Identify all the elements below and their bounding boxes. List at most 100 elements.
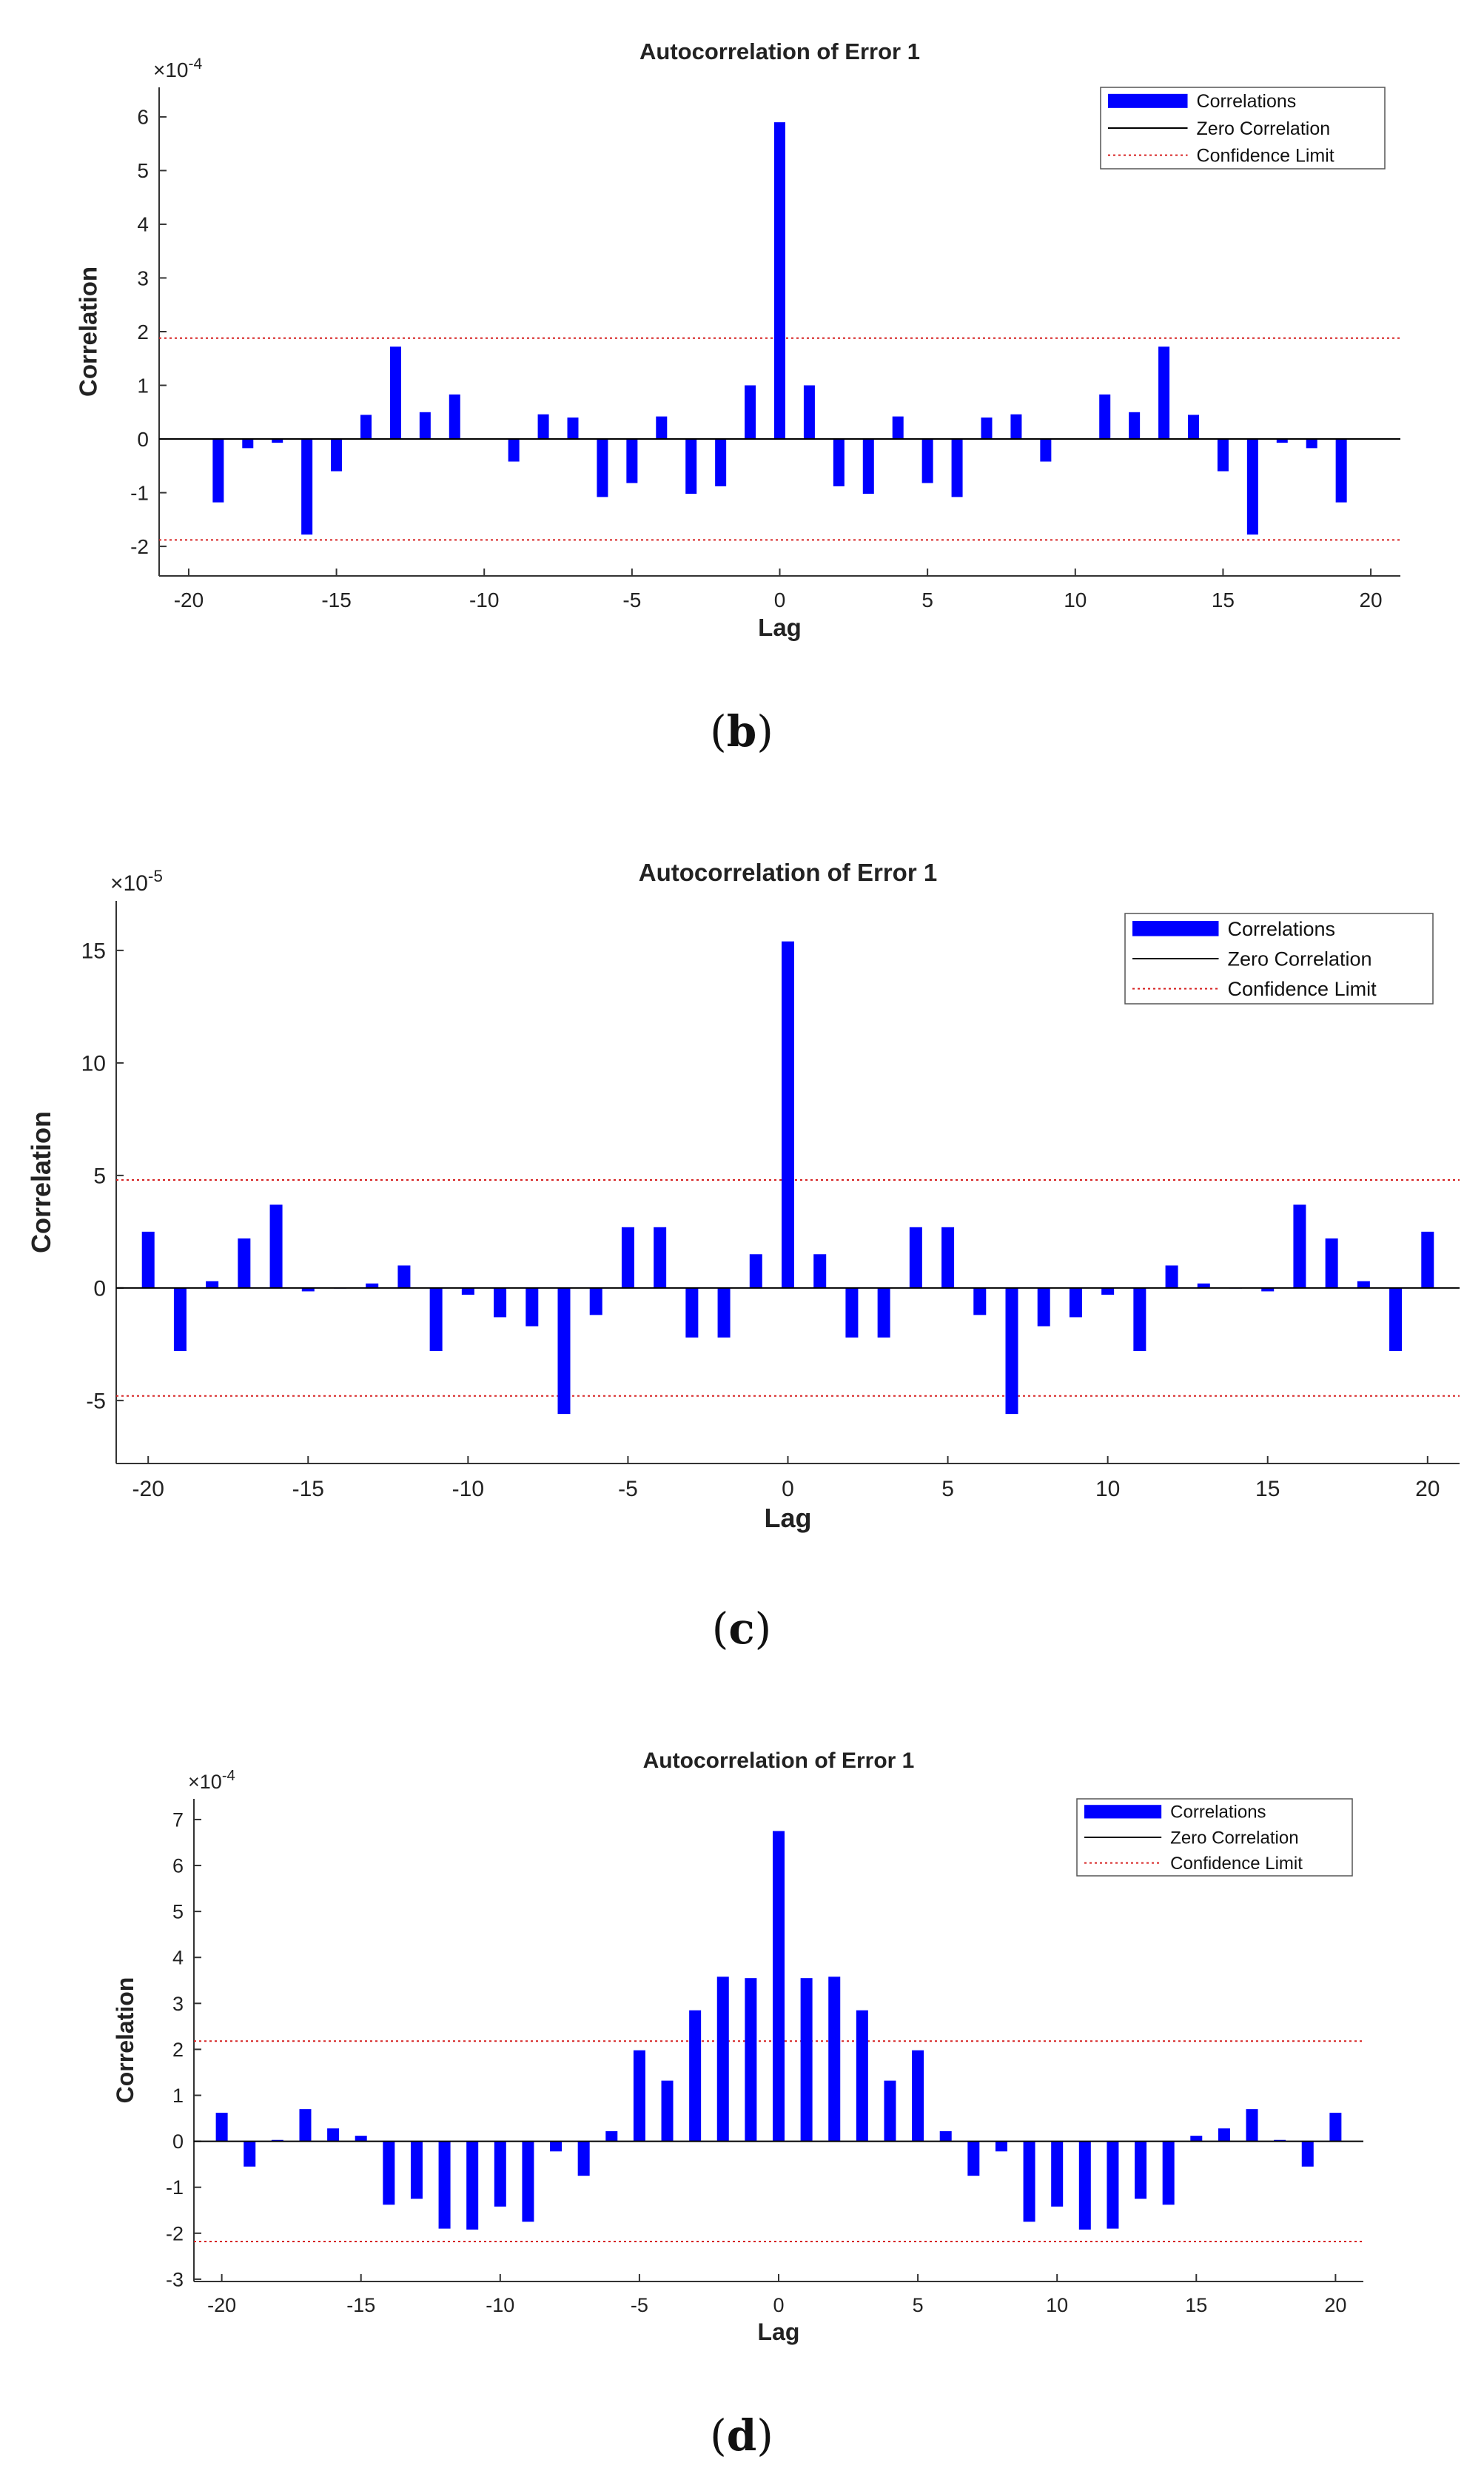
x-tick-label: 5: [941, 1477, 954, 1501]
bar-lag-7: [1005, 1287, 1018, 1415]
bar-lag--7: [577, 2141, 590, 2176]
bar-lag--19: [244, 2141, 256, 2167]
bar-lag--8: [550, 2141, 563, 2152]
bar-lag--2: [716, 1977, 729, 2142]
x-axis-label: Lag: [758, 2319, 800, 2345]
bar-lag--5: [633, 2050, 645, 2142]
figure-caption: (d): [710, 2410, 773, 2461]
bar-lag-9: [1040, 439, 1052, 462]
y-tick-label: -2: [130, 535, 149, 558]
bar-lag--9: [508, 439, 520, 462]
bar-lag--11: [449, 394, 460, 440]
x-tick-label: -5: [618, 1477, 638, 1501]
x-axis-label: Lag: [758, 614, 802, 641]
y-tick-label: 0: [93, 1276, 106, 1301]
x-tick-label: 15: [1212, 589, 1235, 611]
bar-lag--6: [597, 439, 608, 497]
bar-lag-10: [1101, 1287, 1115, 1295]
bar-lag--13: [389, 346, 401, 440]
x-tick-label: 15: [1185, 2294, 1207, 2316]
bar-lag-8: [1010, 414, 1022, 440]
x-tick-label: 10: [1046, 2294, 1068, 2316]
y-tick-label: 3: [172, 1993, 184, 2015]
x-tick-label: -15: [321, 589, 351, 611]
y-tick-label: -2: [166, 2222, 184, 2244]
bar-lag-5: [912, 2050, 924, 2142]
bar-lag-18: [1357, 1281, 1370, 1288]
bar-lag-6: [951, 439, 963, 497]
bar-lag--16: [301, 439, 313, 535]
y-tick-label: 4: [172, 1947, 184, 1969]
bar-lag--13: [366, 1283, 379, 1288]
bar-lag--18: [206, 1281, 219, 1288]
bar-lag-9: [1023, 2141, 1035, 2222]
bar-lag-1: [800, 1978, 813, 2142]
bar-lag-2: [845, 1287, 859, 1338]
y-axis-label: Correlation: [75, 266, 102, 397]
bar-lag--6: [605, 2130, 618, 2142]
y-tick-label: 2: [137, 321, 149, 343]
bar-lag--19: [173, 1287, 187, 1351]
x-tick-label: 0: [774, 589, 786, 611]
bar-lag-20: [1421, 1231, 1434, 1288]
bar-lag--3: [685, 1287, 699, 1338]
bar-lag--10: [494, 2141, 506, 2207]
y-tick-label: 15: [81, 939, 106, 963]
bar-lag-4: [884, 2080, 896, 2142]
y-tick-label: -1: [166, 2176, 184, 2199]
bar-lag-6: [939, 2130, 952, 2142]
bar-lag-8: [995, 2141, 1007, 2152]
x-tick-label: 20: [1359, 589, 1382, 611]
bar-lag-13: [1158, 346, 1170, 440]
bar-lag-10: [1051, 2141, 1064, 2207]
bar-lag-7: [967, 2141, 980, 2176]
bar-lag--19: [212, 439, 224, 503]
bar-lag--17: [238, 1238, 251, 1288]
bar-lag-14: [1162, 2141, 1175, 2205]
x-tick-label: -20: [174, 589, 204, 611]
bar-lag-16: [1293, 1204, 1306, 1288]
y-tick-label: 3: [137, 266, 149, 289]
y-tick-label: 5: [93, 1164, 106, 1188]
bar-lag-12: [1129, 412, 1141, 440]
bar-lag-3: [877, 1287, 890, 1338]
bar-lag-15: [1261, 1287, 1275, 1292]
bar-lag--14: [383, 2141, 395, 2205]
chart-panel-c: Autocorrelation of Error 1 ×10-5 -5 0 5 10 15 -…: [26, 859, 1460, 1654]
bar-lag--17: [272, 439, 283, 443]
bar-lag--12: [438, 2141, 451, 2229]
bar-lag-19: [1301, 2141, 1314, 2167]
bar-lag-0: [782, 941, 794, 1288]
chart-panel-b: Autocorrelation of Error 1×10-4-2-101234…: [75, 38, 1400, 757]
x-tick-label: 0: [773, 2294, 784, 2316]
bar-lag--12: [419, 412, 431, 440]
chart-title: Autocorrelation of Error 1: [639, 859, 937, 886]
x-tick-label: -10: [486, 2294, 514, 2316]
bar-lag--20: [141, 1231, 155, 1288]
x-tick-label: -10: [469, 589, 499, 611]
bar-lag-17: [1276, 439, 1288, 443]
x-tick-label: 5: [921, 589, 933, 611]
legend-label-correlations: Correlations: [1170, 1803, 1266, 1823]
bar-lag--12: [397, 1265, 411, 1288]
bar-lag--2: [715, 439, 727, 486]
bar-lag-8: [1037, 1287, 1050, 1327]
bar-lag-15: [1190, 2136, 1203, 2142]
bar-lag--8: [526, 1287, 539, 1327]
bar-lag--8: [537, 414, 549, 440]
bar-lag-7: [981, 418, 993, 440]
bar-lag--1: [749, 1254, 762, 1288]
x-tick-label: 20: [1415, 1477, 1440, 1501]
bar-lag-9: [1069, 1287, 1082, 1318]
bar-lag-3: [856, 2010, 868, 2142]
y-tick-label: -3: [166, 2268, 184, 2290]
bar-lag-19: [1389, 1287, 1403, 1351]
y-tick-label: 5: [172, 1901, 184, 1923]
y-tick-label: 6: [172, 1854, 184, 1877]
bar-lag--3: [685, 439, 697, 494]
bar-lag-14: [1188, 415, 1199, 440]
bar-lag--5: [626, 439, 638, 483]
x-tick-label: -5: [631, 2294, 648, 2316]
legend: Correlations Zero Correlation Confidence L…: [1100, 87, 1386, 170]
y-tick-label: 4: [137, 213, 149, 236]
